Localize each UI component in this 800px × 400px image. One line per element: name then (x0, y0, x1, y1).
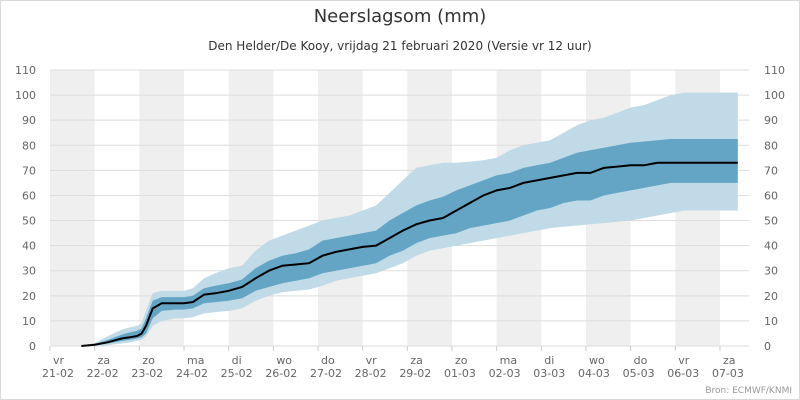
x-day-label-1: za (98, 354, 111, 367)
y-axis-right: 0 10 20 30 40 50 60 70 80 90 100 110 (764, 64, 785, 353)
y-tick-label-left-90: 90 (22, 114, 36, 127)
y-tick-label-left-80: 80 (22, 139, 36, 152)
median-line-group (81, 161, 738, 347)
x-day-label-9: zo (455, 354, 468, 367)
y-tick-label-left-20: 20 (22, 290, 36, 303)
x-date-label-14: 06-03 (667, 367, 699, 380)
median-line (81, 161, 738, 347)
x-date-label-8: 29-02 (399, 367, 431, 380)
y-tick-label-right-30: 30 (764, 265, 778, 278)
x-axis: vr21-02za22-02zo23-02ma24-02di25-02wo26-… (42, 346, 744, 380)
y-tick-label-left-50: 50 (22, 215, 36, 228)
x-date-label-10: 02-03 (489, 367, 521, 380)
x-date-label-5: 26-02 (265, 367, 297, 380)
y-tick-label-right-0: 0 (764, 340, 771, 353)
y-tick-label-left-110: 110 (15, 64, 36, 77)
x-date-label-9: 01-03 (444, 367, 476, 380)
y-tick-label-right-70: 70 (764, 164, 778, 177)
x-date-label-11: 03-03 (533, 367, 565, 380)
chart-subtitle: Den Helder/De Kooy, vrijdag 21 februari … (208, 39, 592, 53)
x-day-label-3: ma (187, 354, 204, 367)
y-tick-label-left-0: 0 (29, 340, 36, 353)
bands (81, 92, 738, 346)
y-tick-label-right-110: 110 (764, 64, 785, 77)
x-day-label-14: vr (678, 354, 690, 367)
x-day-label-6: do (321, 354, 335, 367)
day-shade-0 (50, 70, 95, 346)
x-day-label-8: za (410, 354, 423, 367)
x-day-label-4: di (232, 354, 242, 367)
x-date-label-3: 24-02 (176, 367, 208, 380)
x-day-label-11: di (544, 354, 554, 367)
x-day-label-5: wo (276, 354, 292, 367)
x-date-label-15: 07-03 (712, 367, 744, 380)
x-date-label-1: 22-02 (87, 367, 119, 380)
x-date-label-13: 05-03 (623, 367, 655, 380)
x-date-label-4: 25-02 (221, 367, 253, 380)
y-tick-label-left-60: 60 (22, 189, 36, 202)
x-date-label-2: 23-02 (131, 367, 163, 380)
y-tick-label-right-40: 40 (764, 240, 778, 253)
x-day-label-12: wo (589, 354, 605, 367)
source-credit: Bron: ECMWF/KNMI (705, 386, 792, 396)
x-date-label-7: 28-02 (355, 367, 387, 380)
day-shade-6 (317, 70, 363, 346)
y-tick-label-right-50: 50 (764, 215, 778, 228)
x-day-label-2: zo (142, 354, 155, 367)
x-date-label-6: 27-02 (310, 367, 342, 380)
y-tick-label-right-10: 10 (764, 315, 778, 328)
y-tick-label-right-90: 90 (764, 114, 778, 127)
inner-band (81, 139, 738, 346)
y-tick-label-right-60: 60 (764, 189, 778, 202)
y-tick-label-left-100: 100 (15, 89, 36, 102)
x-date-label-0: 21-02 (42, 367, 74, 380)
x-day-label-7: vr (366, 354, 378, 367)
y-axis-left: 0 10 20 30 40 50 60 70 80 90 100 110 (15, 64, 36, 353)
y-tick-label-left-10: 10 (22, 315, 36, 328)
y-tick-label-right-20: 20 (764, 290, 778, 303)
y-tick-label-left-40: 40 (22, 240, 36, 253)
chart-title: Neerslagsom (mm) (313, 6, 487, 27)
x-day-label-0: vr (53, 354, 65, 367)
x-day-label-15: za (723, 354, 736, 367)
y-tick-label-left-30: 30 (22, 265, 36, 278)
x-day-label-13: do (634, 354, 648, 367)
y-tick-label-right-80: 80 (764, 139, 778, 152)
y-tick-label-right-100: 100 (764, 89, 785, 102)
y-tick-label-left-70: 70 (22, 164, 36, 177)
x-date-label-12: 04-03 (578, 367, 610, 380)
x-day-label-10: ma (500, 354, 517, 367)
